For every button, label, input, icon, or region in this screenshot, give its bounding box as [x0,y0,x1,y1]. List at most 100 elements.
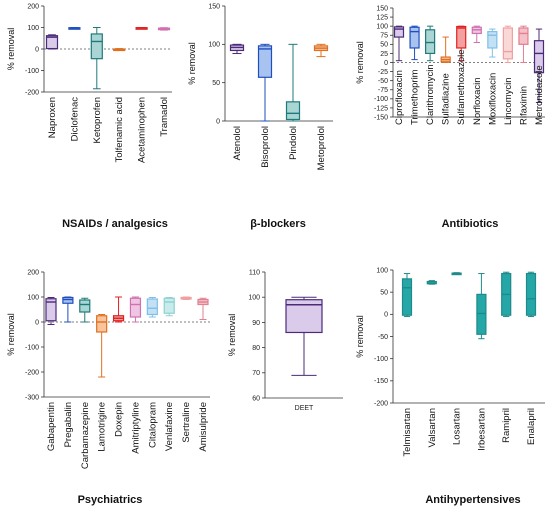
y-tick-label: 0 [216,118,220,125]
box-pregabalin: Pregabalin [62,296,74,447]
box-carbamazepine: Carbamazepine [79,297,91,469]
box-iqr [456,25,467,49]
box-iqr [518,27,529,45]
x-tick-label: Ramipril [501,408,512,443]
x-tick-label: Irbesartan [476,408,487,451]
y-tick-label: 100 [376,24,388,31]
y-tick-label: 100 [376,267,388,274]
y-tick-label: -25 [378,69,388,76]
y-tick-label: 0 [384,60,388,67]
box-citalopram: Citalopram [146,297,158,448]
box-iqr [45,298,57,322]
box-iqr [425,29,436,55]
box-iqr [129,297,142,318]
y-axis-label: % removal [187,42,197,85]
box-ketoprofen: Ketoprofen [90,27,103,143]
x-tick-label: Amitriptyline [130,402,141,454]
x-tick-label: Citalopram [147,402,158,448]
y-tick-label: 125 [376,14,388,21]
y-tick-label: -200 [374,400,388,407]
x-tick-label: Ketoprofen [92,97,103,143]
panel-title: Psychiatrics [78,494,143,506]
y-tick-label: -300 [25,394,39,401]
box-enalapril: Enalapril [525,271,537,445]
x-tick-label: Valsartan [427,408,438,447]
y-tick-label: -50 [378,78,388,85]
box-tolfenamic-acid: Tolfenamic acid [113,48,126,162]
y-tick-label: 75 [380,33,388,40]
box-metoprolol: Metoprolol [313,43,329,170]
x-tick-label: Moxifloxacin [487,73,498,125]
box-lamotrigine: Lamotrigine [96,314,108,452]
box-venlafaxine: Venlafaxine [163,297,175,451]
panel-title: β-blockers [250,218,306,230]
box-iqr [163,297,175,314]
box-iqr [79,299,91,313]
y-tick-label: 150 [376,5,388,12]
box-iqr [146,298,158,316]
box-iqr [257,45,273,78]
x-tick-label: Telmisartan [402,408,413,457]
y-axis-label: % removal [355,41,365,84]
y-tick-label: 150 [208,3,220,10]
box-sulfadiazine: Sulfadiazine [440,36,452,125]
box-iqr [525,272,537,316]
box-norfloxacin: Norfloxacin [471,25,483,125]
box-valsartan: Valsartan [426,280,438,447]
y-tick-label: -75 [378,87,388,94]
box-gabapentin: Gabapentin [45,297,57,451]
box-sertraline: Sertraline [180,296,192,443]
chart-beta: 0 50 100 150 % removal Atenolol Bisoprolol Pind… [187,3,333,230]
box-iqr [393,26,405,38]
box-iqr [533,40,545,74]
chart-deet: 60 70 80 90 100 110 % removal DEET [227,269,343,412]
x-tick-label: Diclofenac [69,97,80,142]
box-iqr [502,27,513,60]
chart-antihypertensives: -200 -150 -100 -50 0 50 100 % removal Telmisarta… [355,267,545,506]
y-tick-label: 100 [248,295,260,302]
y-tick-label: 0 [35,46,39,53]
box-clarithromycin: Clarithromycin [425,25,436,125]
x-tick-label: Losartan [452,408,463,445]
x-tick-label: Sertraline [181,402,192,443]
x-tick-label: Metoprolol [316,126,327,170]
box-naproxen: Naproxen [45,34,59,138]
y-axis-label: % removal [6,313,16,356]
x-tick-label: Amisulpride [198,402,209,452]
y-tick-label: 200 [27,3,39,10]
y-tick-label: 50 [380,42,388,49]
box-doxepin: Doxepin [112,296,125,437]
x-tick-label: Tramadol [159,97,170,137]
y-tick-label: 25 [380,51,388,58]
box-iqr [285,101,301,121]
y-axis-label: % removal [227,314,237,357]
y-tick-label: 110 [249,269,260,276]
y-tick-label: 100 [27,294,39,301]
y-tick-label: -150 [374,114,388,121]
panel-title: NSAIDs / analgesics [62,218,168,230]
box-iqr [96,315,108,333]
box-ramipril: Ramipril [501,271,512,443]
box-tramadol: Tramadol [157,27,171,137]
y-tick-label: -125 [374,105,388,112]
box-lincomycin: Lincomycin [502,25,514,125]
x-tick-label: Sulfamethoxazole [456,49,467,125]
x-tick-label: Lincomycin [503,77,514,125]
x-tick-label: Rifaximin [518,86,529,125]
box-rifaximin: Rifaximin [518,25,529,125]
y-tick-label: 90 [252,320,260,327]
y-tick-label: 100 [208,42,220,49]
box-iqr [409,26,420,49]
y-tick-label: 50 [212,80,220,87]
x-tick-label: Trimethoprim [410,69,421,125]
x-tick-label: Lamotrigine [97,402,108,452]
y-tick-label: 200 [27,269,39,276]
y-tick-label: -100 [25,68,39,75]
box-iqr [62,296,74,304]
chart-psychiatrics: -300 -200 -100 0 100 200 % removal Gabapentin Pr… [6,269,210,506]
box-irbesartan: Irbesartan [476,273,487,451]
x-tick-label: Ciprofloxacin [394,70,405,125]
x-tick-label: Pregabalin [63,402,74,447]
box-atenolol: Atenolol [229,43,245,160]
y-tick-label: 100 [27,25,39,32]
